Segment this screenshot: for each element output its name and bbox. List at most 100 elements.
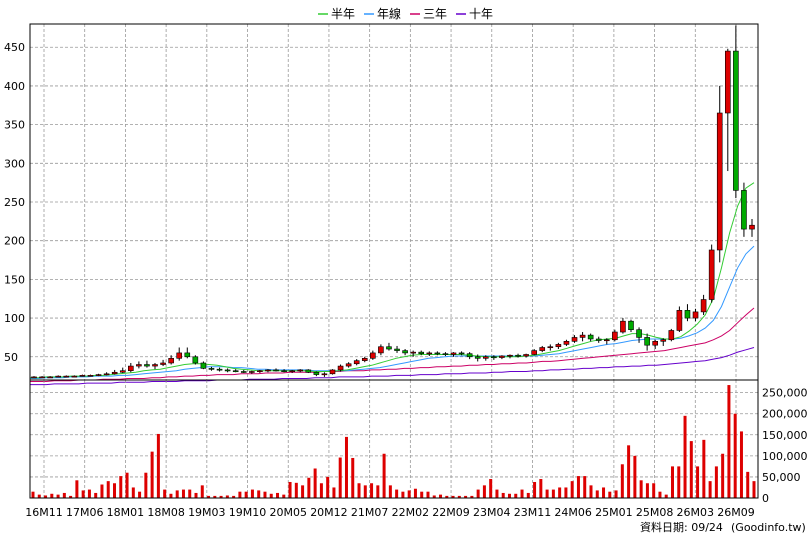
volume-bar-2 <box>44 495 48 498</box>
volume-axis-ticks: 0 50,000 100,000 150,000 200,000 250,000 <box>762 387 808 505</box>
candle-body-3 <box>55 375 62 378</box>
volume-bar-114 <box>746 471 750 498</box>
x-tick-label-15: 25M08 <box>636 506 674 519</box>
candle-body-27 <box>249 371 255 373</box>
volume-bar-15 <box>125 472 129 498</box>
candle-body-16 <box>160 362 166 365</box>
volume-bar-82 <box>545 489 549 498</box>
volume-bar-8 <box>81 490 85 498</box>
volume-bar-80 <box>533 481 537 498</box>
volume-bar-54 <box>370 483 374 498</box>
candle-body-11 <box>119 370 126 373</box>
candle-body-29 <box>265 369 271 372</box>
candle-body-70 <box>595 338 602 341</box>
volume-bar-24 <box>181 489 185 498</box>
volume-bar-6 <box>69 495 73 498</box>
candle-body-41 <box>361 358 368 361</box>
candle-body-21 <box>200 362 207 369</box>
candle-body-44 <box>386 346 392 350</box>
volume-bar-108 <box>708 481 712 498</box>
volume-bar-38 <box>269 493 273 498</box>
x-tick-label-1: 17M06 <box>66 506 104 519</box>
volume-bar-25 <box>188 489 192 498</box>
volume-bar-76 <box>507 493 511 498</box>
volume-bar-78 <box>520 489 524 498</box>
volume-bar-3 <box>50 493 54 498</box>
volume-bar-104 <box>683 415 687 498</box>
ma-year-line <box>30 245 755 379</box>
volume-bar-44 <box>307 477 311 498</box>
candle-body-34 <box>305 369 312 373</box>
volume-bar-85 <box>564 487 568 498</box>
volume-bar-45 <box>313 468 317 498</box>
x-tick-label-8: 21M07 <box>351 506 389 519</box>
volume-bar-113 <box>739 431 743 498</box>
candle-body-4 <box>63 375 70 378</box>
volume-bar-67 <box>451 495 455 498</box>
volume-bar-72 <box>482 485 486 498</box>
candle-body-8 <box>95 374 102 376</box>
candle-body-50 <box>434 352 441 355</box>
volume-bar-40 <box>282 494 286 498</box>
candle-body-79 <box>668 330 675 341</box>
volume-bar-106 <box>696 466 700 498</box>
candle-body-42 <box>370 352 376 359</box>
candle-body-51 <box>442 353 449 355</box>
volume-bar-29 <box>213 495 217 498</box>
candle-body-31 <box>281 370 287 373</box>
candle-body-20 <box>192 356 199 364</box>
candle-body-66 <box>563 341 570 345</box>
volume-bar-19 <box>150 451 154 498</box>
candle-body-83 <box>700 299 707 313</box>
volume-bar-109 <box>714 466 718 498</box>
candle-body-68 <box>579 334 586 338</box>
candlestick-series <box>31 25 755 379</box>
volume-bar-68 <box>457 495 461 498</box>
candle-body-0 <box>31 376 37 379</box>
candle-body-33 <box>297 369 304 372</box>
volume-bar-18 <box>144 472 148 498</box>
candle-body-39 <box>345 363 352 367</box>
candle-body-53 <box>458 352 465 355</box>
volume-bar-59 <box>401 491 405 498</box>
volume-bar-84 <box>558 487 562 498</box>
volume-bar-46 <box>319 483 323 498</box>
candle-body-2 <box>47 376 53 379</box>
volume-bar-7 <box>75 480 79 498</box>
x-tick-label-11: 23M04 <box>473 506 511 519</box>
x-tick-label-9: 22M02 <box>392 506 430 519</box>
candle-body-30 <box>273 369 279 372</box>
candle-body-82 <box>692 311 699 319</box>
price-tick-label-2: 150 <box>4 273 25 286</box>
candle-body-64 <box>547 346 554 349</box>
vol-tick-label-2: 100,000 <box>762 450 808 463</box>
moving-average-lines <box>30 182 755 386</box>
volume-bar-103 <box>677 466 681 498</box>
candle-body-12 <box>128 365 134 372</box>
volume-bars <box>31 385 756 498</box>
volume-bar-52 <box>357 483 361 498</box>
x-tick-label-16: 26M03 <box>677 506 715 519</box>
candle-body-54 <box>466 353 473 358</box>
volume-bar-86 <box>570 481 574 498</box>
price-tick-label-1: 100 <box>4 312 25 325</box>
volume-bar-10 <box>94 492 98 498</box>
candle-body-9 <box>103 373 110 376</box>
volume-bar-21 <box>163 489 167 498</box>
candle-body-56 <box>482 356 489 359</box>
volume-bar-55 <box>376 485 380 498</box>
candle-body-67 <box>571 337 578 342</box>
volume-bar-32 <box>232 495 236 498</box>
candle-body-78 <box>660 339 667 342</box>
candle-body-63 <box>539 347 546 351</box>
candle-body-74 <box>628 320 634 330</box>
volume-bar-34 <box>244 491 248 498</box>
candle-body-84 <box>708 249 715 300</box>
volume-bar-96 <box>633 455 637 498</box>
volume-bar-49 <box>338 457 342 498</box>
volume-bar-112 <box>733 413 737 498</box>
volume-bar-65 <box>439 494 443 498</box>
candle-body-61 <box>523 354 529 357</box>
volume-bar-22 <box>169 493 173 498</box>
candle-body-62 <box>531 350 537 355</box>
